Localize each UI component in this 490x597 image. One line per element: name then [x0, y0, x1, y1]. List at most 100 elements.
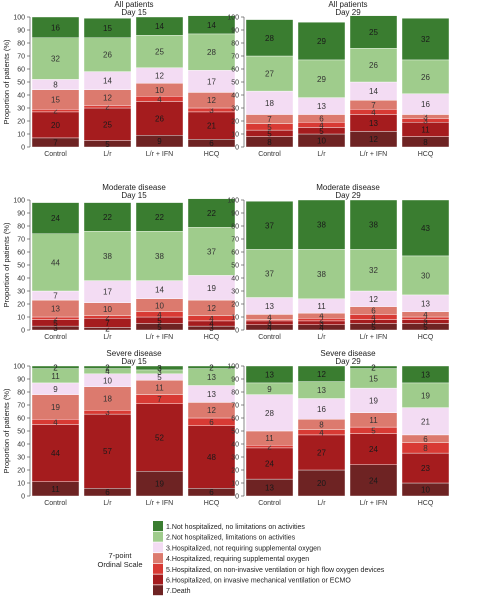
data-label: 9 [267, 385, 272, 394]
data-label: 3 [157, 364, 162, 373]
data-label: 3 [209, 106, 214, 115]
data-label: 5 [319, 127, 324, 136]
data-label: 2 [319, 316, 324, 325]
bar-segment [401, 452, 450, 484]
y-tick-label: 50 [17, 263, 25, 270]
data-label: 2 [53, 314, 58, 323]
data-label: 5 [105, 140, 110, 149]
panel-title: All patients [114, 0, 153, 9]
data-label: 26 [103, 51, 112, 60]
data-label: 5 [157, 316, 162, 325]
y-tick-label: 50 [231, 263, 239, 270]
data-label: 16 [51, 23, 60, 32]
data-label: 2 [105, 103, 110, 112]
data-label: 28 [207, 48, 216, 57]
data-label: 14 [103, 77, 112, 86]
data-label: 38 [103, 252, 112, 261]
legend-item: 7.Death [153, 585, 191, 596]
data-label: 6 [209, 139, 214, 148]
data-label: 5 [267, 123, 272, 132]
y-tick-label: 90 [17, 377, 25, 384]
bar-segment [31, 233, 80, 292]
bar-segment [297, 249, 346, 299]
bar-segment [31, 16, 80, 38]
panel-title: Day 29 [335, 8, 361, 17]
bar-segment [401, 255, 450, 296]
data-label: 5 [371, 426, 376, 435]
panel-title: Day 15 [121, 357, 147, 366]
category-label: HCQ [204, 151, 220, 158]
category-label: L/r [317, 500, 326, 507]
data-label: 26 [155, 114, 164, 123]
legend-swatch [153, 553, 163, 564]
data-label: 22 [207, 209, 216, 218]
data-label: 4 [319, 428, 324, 437]
data-label: 15 [103, 24, 112, 33]
data-label: 21 [421, 417, 430, 426]
data-label: 7 [105, 319, 110, 328]
panel-title: Day 29 [335, 191, 361, 200]
data-label: 3 [371, 318, 376, 327]
y-tick-label: 20 [17, 302, 25, 309]
bar-segment [349, 48, 398, 83]
y-tick-label: 30 [17, 455, 25, 462]
data-label: 6 [105, 488, 110, 497]
data-label: 14 [207, 21, 216, 30]
data-label: 12 [207, 304, 216, 313]
bar-segment [187, 365, 236, 369]
bar-segment [187, 15, 236, 35]
y-tick-label: 30 [231, 289, 239, 296]
bar-segment [245, 365, 294, 384]
legend-swatch [153, 531, 163, 542]
y-tick-label: 80 [17, 390, 25, 397]
data-label: 32 [421, 35, 430, 44]
data-label: 24 [369, 476, 378, 485]
y-tick-label: 40 [231, 276, 239, 283]
data-label: 6 [371, 307, 376, 316]
data-label: 12 [207, 406, 216, 415]
data-label: 25 [103, 120, 112, 129]
legend-swatch [153, 542, 163, 553]
y-tick-label: 100 [227, 198, 239, 205]
data-label: 4 [209, 314, 214, 323]
category-label: L/r + IFN [360, 151, 387, 158]
y-tick-label: 60 [17, 416, 25, 423]
panel-title: Severe disease [106, 349, 162, 358]
data-label: 26 [369, 61, 378, 70]
category-label: HCQ [204, 500, 220, 507]
data-label: 13 [317, 386, 326, 395]
data-label: 13 [207, 390, 216, 399]
data-label: 5 [423, 323, 428, 332]
bar-segment [401, 199, 450, 257]
legend-swatch [153, 585, 163, 596]
y-tick-label: 0 [235, 494, 239, 501]
bar-segment [83, 365, 132, 369]
category-label: L/r + IFN [360, 500, 387, 507]
y-tick-label: 60 [231, 416, 239, 423]
data-label: 13 [51, 305, 60, 314]
data-label: 11 [369, 416, 378, 425]
panels: All patients Day 15 0 10 20 30 40 50 60 70 80 90 100… [2, 0, 450, 507]
legend-item: 6.Hospitalized, on invasive mechanical v… [153, 574, 351, 585]
y-tick-label: 100 [13, 364, 25, 371]
y-tick-label: 70 [17, 54, 25, 61]
data-label: 37 [265, 221, 274, 230]
y-tick-label: 20 [231, 468, 239, 475]
data-label: 25 [369, 28, 378, 37]
bar-segment [31, 365, 80, 369]
y-tick-label: 10 [17, 132, 25, 139]
data-label: 4 [371, 108, 376, 117]
legend-label: 6.Hospitalized, on invasive mechanical v… [166, 578, 351, 585]
data-label: 4 [423, 310, 428, 319]
category-label: L/r [317, 151, 326, 158]
y-tick-label: 50 [231, 429, 239, 436]
y-tick-label: 40 [17, 276, 25, 283]
bar-segment [297, 365, 346, 382]
category-label: L/r + IFN [360, 334, 387, 341]
data-label: 4 [105, 367, 110, 376]
data-label: 2 [105, 313, 110, 322]
data-label: 3 [319, 319, 324, 328]
bar-segment [135, 16, 184, 36]
data-label: 11 [155, 383, 164, 392]
